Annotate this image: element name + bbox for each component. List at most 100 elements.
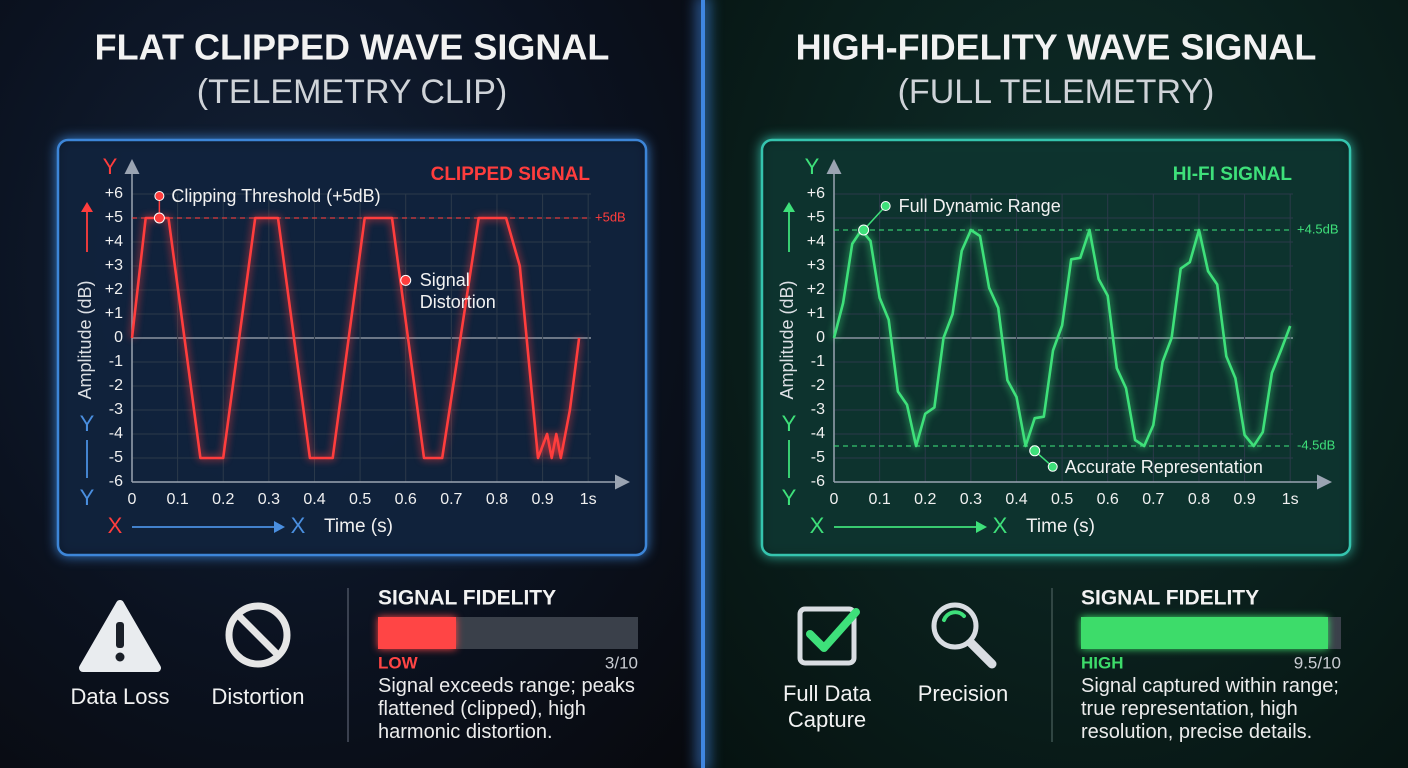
annotation-dot [154, 191, 165, 201]
annotation: Accurate Representation [1064, 456, 1263, 477]
y-tick-label: -5 [811, 449, 825, 466]
x-tick-label: 0.1 [166, 491, 188, 508]
threshold-label: -4.5dB [1297, 437, 1335, 452]
x-tick-label: 0.5 [349, 491, 371, 508]
fidelity-score: 9.5/10 [1294, 653, 1341, 672]
y-tick-label: -3 [811, 401, 825, 418]
y-axis-letter: Y [782, 411, 797, 436]
x-tick-label: 0.9 [531, 491, 553, 508]
legend-label: HI-FI SIGNAL [1173, 164, 1293, 185]
x-tick-label: 0.9 [1233, 491, 1255, 508]
x-tick-label: 0.6 [395, 491, 417, 508]
chart: FLAT CLIPPED WAVE SIGNAL (TELEMETRY CLIP)… [56, 27, 648, 557]
y-tick-label: +2 [807, 281, 825, 298]
x-axis-letter: X [810, 513, 825, 538]
y-tick-label: +2 [105, 281, 123, 298]
annotation: Signal Distortion [419, 270, 496, 313]
y-tick-label: -3 [109, 401, 123, 418]
feature-label: Precision [917, 681, 1009, 706]
y-tick-label: +3 [807, 257, 825, 274]
y-tick-label: -1 [109, 353, 123, 370]
x-tick-label: 0.2 [914, 491, 936, 508]
x-axis-letter: X [993, 513, 1008, 538]
chart-title: HIGH-FIDELITY WAVE SIGNAL [796, 27, 1317, 68]
x-arrow-head [274, 521, 285, 533]
chart: HIGH-FIDELITY WAVE SIGNAL (FULL TELEMETRY… [760, 27, 1352, 557]
fidelity-level: HIGH [1081, 653, 1124, 672]
y-tick-label: 0 [114, 329, 123, 346]
y-axis-letter: Y [103, 154, 118, 179]
warning-icon [79, 600, 161, 672]
series-line [130, 216, 581, 460]
x-tick-label: 0.1 [868, 491, 890, 508]
y-tick-label: +1 [807, 305, 825, 322]
y-axis-letter: Y [80, 485, 95, 510]
y-tick-label: -6 [109, 473, 123, 490]
x-tick-label: 0 [830, 491, 839, 508]
annotation: Full Dynamic Range [898, 196, 1061, 216]
feature-label: Distortion [211, 684, 305, 709]
y-tick-label: +1 [105, 305, 123, 322]
fidelity-description: Signal captured within range; true repre… [1081, 675, 1339, 743]
y-tick-label: +6 [105, 185, 123, 202]
annotation-point [858, 224, 870, 236]
y-tick-label: +4 [105, 233, 123, 250]
divider [701, 0, 705, 768]
y-tick-label: -5 [109, 449, 123, 466]
x-tick-label: 0.7 [440, 491, 462, 508]
fidelity-bar [1081, 617, 1328, 649]
y-axis-letter: Y [805, 154, 820, 179]
magnifier-icon [931, 602, 997, 669]
fidelity-level: LOW [378, 653, 419, 672]
y-tick-label: -6 [811, 473, 825, 490]
x-tick-label: 0.8 [1188, 491, 1210, 508]
x-tick-label: 0.5 [1051, 491, 1073, 508]
y-arrow-head [81, 202, 93, 212]
fidelity-title: SIGNAL FIDELITY [1081, 587, 1259, 610]
y-arrow-head [783, 202, 795, 212]
x-tick-label: 0.8 [486, 491, 508, 508]
y-axis-label: Amplitude (dB) [75, 280, 95, 399]
x-tick-label: 1s [580, 491, 597, 508]
fidelity-bar [378, 617, 456, 649]
x-tick-label: 1s [1282, 491, 1299, 508]
legend-label: CLIPPED SIGNAL [431, 164, 591, 185]
y-tick-label: +4 [807, 233, 825, 250]
feature-label: Data Loss [70, 684, 170, 709]
x-tick-label: 0 [128, 491, 137, 508]
x-tick-label: 0.4 [1005, 491, 1027, 508]
x-axis-label: Time (s) [324, 516, 393, 537]
annotation: Clipping Threshold (+5dB) [171, 186, 381, 206]
threshold-label: +4.5dB [1297, 221, 1339, 236]
series-line [832, 228, 1292, 448]
y-axis-letter: Y [782, 485, 797, 510]
y-tick-label: +5 [105, 209, 123, 226]
annotation-point [1029, 445, 1041, 457]
feature-label: Full Data Capture [782, 681, 872, 732]
x-arrow-head [976, 521, 987, 533]
y-tick-label: 0 [816, 329, 825, 346]
fidelity-title: SIGNAL FIDELITY [378, 587, 556, 610]
x-tick-label: 0.6 [1097, 491, 1119, 508]
annotation-dot [1047, 461, 1058, 472]
chart-subtitle: (FULL TELEMETRY) [898, 73, 1215, 111]
annotation-point [153, 212, 165, 224]
x-tick-label: 0.4 [303, 491, 325, 508]
y-tick-label: +5 [807, 209, 825, 226]
y-axis-letter: Y [80, 411, 95, 436]
y-tick-label: -4 [811, 425, 825, 442]
x-tick-label: 0.3 [960, 491, 982, 508]
x-axis-letter: X [291, 513, 306, 538]
chart-frame [56, 138, 648, 557]
y-tick-label: +3 [105, 257, 123, 274]
check-icon [797, 606, 860, 666]
y-tick-label: -2 [109, 377, 123, 394]
threshold-label: +5dB [595, 209, 626, 224]
chart-subtitle: (TELEMETRY CLIP) [197, 73, 507, 111]
y-tick-label: +6 [807, 185, 825, 202]
x-tick-label: 0.7 [1142, 491, 1164, 508]
x-axis-letter: X [108, 513, 123, 538]
chart-title: FLAT CLIPPED WAVE SIGNAL [95, 27, 610, 68]
fidelity-description: Signal exceeds range; peaks flattened (c… [378, 675, 635, 743]
